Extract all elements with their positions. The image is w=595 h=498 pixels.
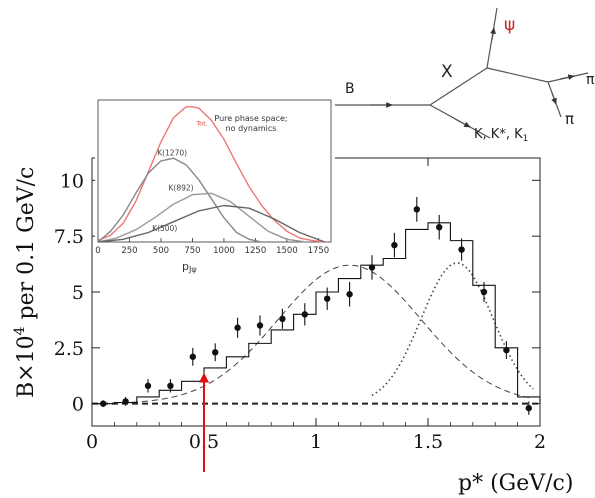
inset-series-tot xyxy=(97,106,325,243)
x-tick-label: 1.5 xyxy=(413,431,443,453)
data-point xyxy=(279,315,286,322)
inset-x-tick-label: 1750 xyxy=(308,246,330,256)
data-point xyxy=(458,246,465,253)
data-point xyxy=(189,353,196,360)
inset-x-tick-label: 1000 xyxy=(213,246,235,256)
inset-annotation-line1: Pure phase space; xyxy=(214,114,287,123)
mc-histogram xyxy=(92,222,541,405)
data-point xyxy=(234,324,241,331)
data-point xyxy=(301,311,308,318)
psi-label: ψ xyxy=(504,15,515,35)
decay-diagram: B X K, K*, K1 ψ π π xyxy=(300,7,595,144)
inset-x-tick-label: 0 xyxy=(95,246,100,256)
inset-chart: 0 250 500 750 1000 1250 1500 1750 Tot. K(1270) K(… xyxy=(95,97,335,274)
main-y-axis-label: B×104 per 0.1 GeV/c xyxy=(12,167,39,398)
data-point xyxy=(436,224,443,231)
pi-arrow-1 xyxy=(559,74,575,81)
b-label: B xyxy=(345,81,355,97)
x-line xyxy=(429,67,488,106)
pi-label-edge: π xyxy=(586,72,595,88)
inset-background xyxy=(95,97,335,245)
pi-label: π xyxy=(565,110,574,128)
data-point xyxy=(167,382,174,389)
inset-label-tot: Tot. xyxy=(195,120,207,128)
xdecay-line xyxy=(486,67,549,83)
main-x-axis-label: p* (GeV/c) xyxy=(458,471,573,496)
inset-x-tick-label: 1250 xyxy=(245,246,267,256)
pi-arrow-2 xyxy=(551,92,557,105)
inset-label-k500: K(500) xyxy=(152,224,177,233)
main-chart: 0 0.5 1 1.5 202.557.510 p* (GeV/c) B×104 per… xyxy=(12,157,573,496)
inset-plot-frame xyxy=(97,99,332,243)
data-point xyxy=(525,404,532,412)
data-point xyxy=(100,400,107,407)
data-point xyxy=(368,264,376,271)
data-point xyxy=(503,346,510,354)
data-point xyxy=(391,241,398,249)
inset-x-tick-label: 500 xyxy=(153,246,169,256)
k-arrow xyxy=(454,118,471,128)
x-label: X xyxy=(441,62,453,82)
y-tick-label: 2.5 xyxy=(54,338,84,360)
data-point xyxy=(212,349,219,356)
inset-series-labels: Tot. K(1270) K(892) K(500) xyxy=(152,120,208,233)
inset-series-k1270 xyxy=(97,157,262,243)
inset-label-k892: K(892) xyxy=(169,184,194,193)
y-tick-label: 0 xyxy=(72,394,84,416)
y-tick-label: 5 xyxy=(72,282,84,304)
data-points xyxy=(100,197,532,415)
inset-x-tick-label: 1500 xyxy=(276,246,298,256)
inset-tick-labels: 0 250 500 750 1000 1250 1500 1750 xyxy=(95,246,329,256)
x-tick-label: 0 xyxy=(86,431,98,453)
data-point xyxy=(256,322,264,329)
inset-x-axis-label: pJψ xyxy=(182,260,197,274)
data-point xyxy=(346,291,353,298)
right-component-curve xyxy=(371,262,534,396)
inset-series-k892 xyxy=(97,192,306,243)
data-point xyxy=(144,382,152,389)
psi-arrow xyxy=(490,27,496,41)
main-tick-labels: 0 0.5 1 1.5 202.557.510 xyxy=(54,170,546,453)
y-tick-label: 10 xyxy=(60,170,84,192)
left-component-curve xyxy=(92,264,529,404)
data-point xyxy=(122,398,129,405)
inset-series-k500 xyxy=(97,204,325,243)
y-tick-label: 7.5 xyxy=(54,226,84,248)
data-point xyxy=(324,295,331,302)
inset-label-k1270: K(1270) xyxy=(157,148,187,157)
x-tick-label: 1 xyxy=(310,431,322,453)
x-tick-label: 2 xyxy=(534,431,546,453)
k-label: K, K*, K1 xyxy=(474,127,528,144)
inset-x-tick-label: 250 xyxy=(121,246,137,256)
inset-curves xyxy=(97,106,325,243)
data-point xyxy=(413,206,420,213)
data-point xyxy=(480,288,488,296)
inset-x-tick-label: 750 xyxy=(184,246,200,256)
inset-annotation-line2: no dynamics xyxy=(226,124,277,133)
